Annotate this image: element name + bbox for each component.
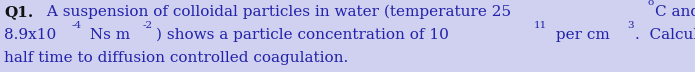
Text: half time to diffusion controlled coagulation.: half time to diffusion controlled coagul… xyxy=(4,51,348,65)
Text: Q1.: Q1. xyxy=(4,5,33,19)
Text: A suspension of colloidal particles in water (temperature 25: A suspension of colloidal particles in w… xyxy=(42,4,511,19)
Text: 11: 11 xyxy=(534,21,547,30)
Text: Ns m: Ns m xyxy=(85,28,130,42)
Text: C and viscosity: C and viscosity xyxy=(655,5,695,19)
Text: per cm: per cm xyxy=(551,28,610,42)
Text: 8.9x10: 8.9x10 xyxy=(4,28,56,42)
Text: -4: -4 xyxy=(72,21,82,30)
Text: 3: 3 xyxy=(627,21,633,30)
Text: .  Calculate the: . Calculate the xyxy=(635,28,695,42)
Text: ) shows a particle concentration of 10: ) shows a particle concentration of 10 xyxy=(156,28,449,42)
Text: -2: -2 xyxy=(143,21,153,30)
Text: o: o xyxy=(647,0,653,7)
